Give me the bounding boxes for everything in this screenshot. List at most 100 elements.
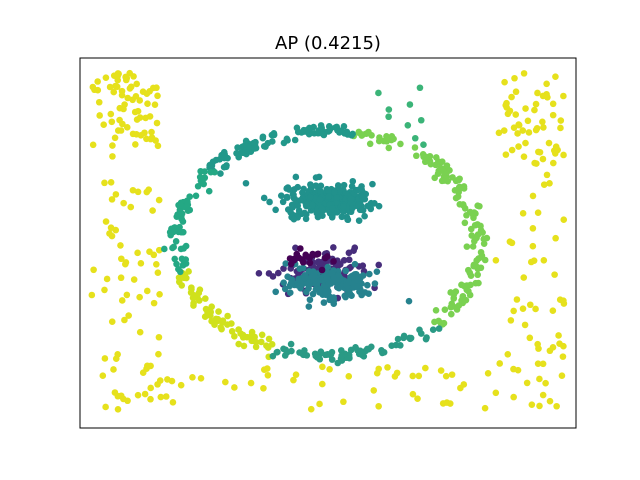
data-point [217,170,224,177]
data-point [283,193,291,201]
data-point [404,122,412,129]
data-point [502,151,510,158]
data-point [297,245,304,252]
data-point [300,185,308,193]
data-point [182,256,189,263]
data-point [439,165,446,173]
data-point [429,326,437,334]
data-point [294,282,302,289]
data-point [303,253,311,260]
data-point [88,291,96,299]
data-point [290,215,298,223]
data-point [560,297,567,304]
data-point [224,312,231,320]
data-point [432,161,440,169]
data-point [417,330,425,337]
data-point [108,318,116,326]
data-point [206,162,213,169]
data-point [293,124,301,132]
data-point [316,196,324,203]
data-point [113,83,121,91]
data-point [110,72,118,79]
data-point [336,186,344,194]
data-point [280,265,287,272]
data-point [341,292,349,300]
data-point [370,387,378,394]
data-point [409,390,417,398]
data-point [318,205,326,213]
data-point [317,187,324,195]
data-point [320,299,328,306]
data-point [373,268,381,275]
data-point [134,391,142,399]
data-point [415,372,423,380]
data-point [144,362,151,370]
data-point [344,216,352,224]
data-point [150,299,158,307]
data-point [394,335,402,343]
data-point [327,124,335,132]
data-point [120,199,127,207]
data-point [460,381,468,388]
data-point [526,301,534,309]
data-point [154,92,161,100]
data-point [305,285,312,292]
data-point [446,400,454,407]
data-point [473,234,480,242]
data-point [129,96,136,104]
data-point [114,76,122,84]
data-point [366,140,374,148]
data-point [290,376,297,384]
data-point [338,213,346,221]
data-point [100,121,107,129]
data-point [525,129,533,136]
data-point [184,201,192,209]
data-point [420,141,427,148]
data-point [461,205,469,212]
data-point [507,317,515,324]
data-point [269,273,277,280]
data-point [521,321,529,329]
data-point [292,371,300,378]
data-point [328,213,336,221]
data-point [251,144,259,152]
data-point [365,345,373,353]
data-point [99,372,107,380]
data-point [453,306,461,313]
data-point [125,312,132,319]
data-point [289,203,297,211]
data-point [134,249,141,257]
data-point [211,321,218,328]
data-point [315,211,323,219]
data-point [188,284,195,291]
data-point [260,366,268,373]
data-point [301,347,308,354]
data-point [107,224,115,232]
data-point [501,78,508,86]
data-point [416,84,424,92]
data-point [178,228,185,236]
data-point [189,374,196,381]
data-point [323,275,331,283]
data-point [161,245,168,253]
data-point [471,221,479,229]
data-point [409,372,417,380]
data-point [346,289,354,297]
data-point [540,181,548,188]
data-point [535,345,542,352]
data-point [552,73,559,80]
data-point [508,93,515,101]
data-point [114,406,122,413]
data-point [201,174,209,182]
data-point [506,107,514,115]
data-point [390,135,397,143]
data-point [355,201,362,209]
data-point [263,342,270,349]
data-point [108,118,116,126]
data-point [114,127,122,134]
data-point [117,242,124,249]
data-point [106,230,113,237]
data-point [337,127,345,134]
data-point [458,297,465,304]
